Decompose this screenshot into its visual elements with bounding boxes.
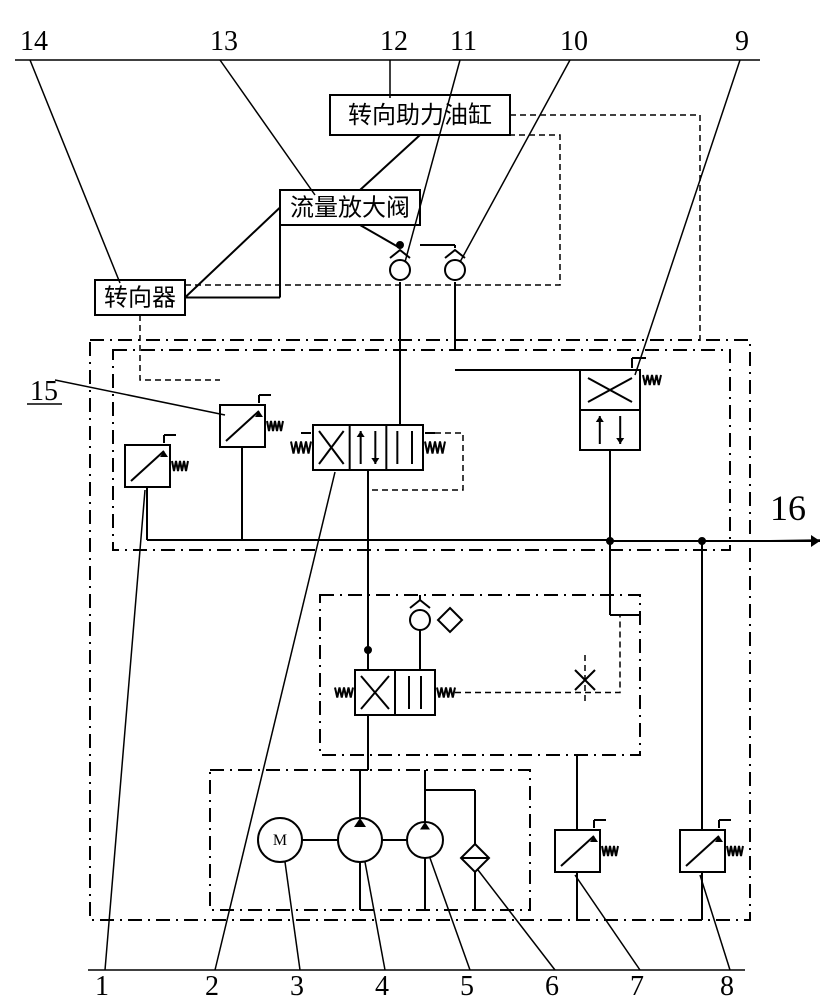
leader-L14 — [30, 60, 120, 283]
leader-L3 — [285, 862, 300, 970]
mid-box-symbol — [438, 608, 462, 632]
valve-15 — [220, 405, 265, 447]
valve-8-spring — [727, 846, 743, 856]
callout-15: 15 — [30, 376, 58, 407]
center-valve-spring-right — [425, 442, 445, 454]
arrow-head — [616, 438, 624, 444]
flow-amplifier-label: 流量放大阀 — [290, 195, 410, 222]
line-cyl-to-amp — [360, 135, 420, 190]
arrow-head — [596, 416, 604, 422]
line — [185, 208, 280, 298]
callout-9: 9 — [735, 26, 749, 57]
mid-valve-spring-left — [335, 688, 353, 698]
callout-4: 4 — [375, 971, 389, 1000]
check-valve-11-ball — [390, 260, 410, 280]
callout-11: 11 — [450, 26, 477, 57]
leader-L11 — [405, 60, 460, 262]
leader-L10 — [460, 60, 570, 262]
leader-L6 — [478, 870, 555, 970]
center-directional-valve — [313, 425, 423, 470]
callout-2: 2 — [205, 971, 219, 1000]
arrow-head — [371, 458, 379, 464]
callout-14: 14 — [20, 26, 48, 57]
motor-letter: M — [273, 832, 287, 849]
arrow-head — [357, 431, 365, 437]
arrow-out-16 — [811, 535, 820, 547]
leader-L4 — [365, 862, 385, 970]
valve-15-spring — [267, 421, 283, 431]
callout-13: 13 — [210, 26, 238, 57]
hydraulic-schematic: 转向助力油缸流量放大阀转向器M14131211109151612345678 — [0, 0, 836, 1000]
steering-gear-label: 转向器 — [104, 285, 176, 312]
leader-L7 — [575, 875, 640, 970]
leader-L2 — [215, 472, 335, 970]
callout-5: 5 — [460, 971, 474, 1000]
junction-node — [397, 242, 403, 248]
leader-L13 — [220, 60, 315, 195]
valve-1 — [125, 445, 170, 487]
junction-node — [699, 538, 705, 544]
callout-12: 12 — [380, 26, 408, 57]
callout-3: 3 — [290, 971, 304, 1000]
leader-L15 — [55, 380, 225, 415]
junction-node — [365, 647, 371, 653]
gear-pilot-dashed — [140, 315, 220, 380]
callout-1: 1 — [95, 971, 109, 1000]
right-directional-valve — [580, 370, 640, 450]
steering-cylinder-label: 转向助力油缸 — [348, 102, 492, 129]
valve-8 — [680, 830, 725, 872]
line — [360, 225, 400, 248]
valve-7-spring — [602, 846, 618, 856]
leader-L5 — [430, 858, 470, 970]
center-valve-pilot-dashed — [368, 433, 463, 490]
mid-check-valve-seat — [410, 600, 430, 608]
mid-directional-valve — [355, 670, 435, 715]
right-valve-spring — [643, 375, 661, 385]
center-valve-spring-left — [291, 442, 311, 454]
leader-L8 — [700, 875, 730, 970]
leader-L9 — [635, 60, 740, 375]
callout-7: 7 — [630, 971, 644, 1000]
callout-10: 10 — [560, 26, 588, 57]
pilot-dashed-right — [510, 115, 700, 345]
valve-1-spring — [172, 461, 188, 471]
callout-8: 8 — [720, 971, 734, 1000]
valve-7 — [555, 830, 600, 872]
mid-valve-spring-right — [437, 688, 455, 698]
check-valve-10-ball — [445, 260, 465, 280]
leader-L1 — [105, 490, 145, 970]
leader-L16 — [752, 540, 820, 541]
mid-check-valve-ball — [410, 610, 430, 630]
mid-pilot-dashed — [455, 615, 620, 693]
callout-6: 6 — [545, 971, 559, 1000]
callout-16: 16 — [770, 488, 806, 528]
